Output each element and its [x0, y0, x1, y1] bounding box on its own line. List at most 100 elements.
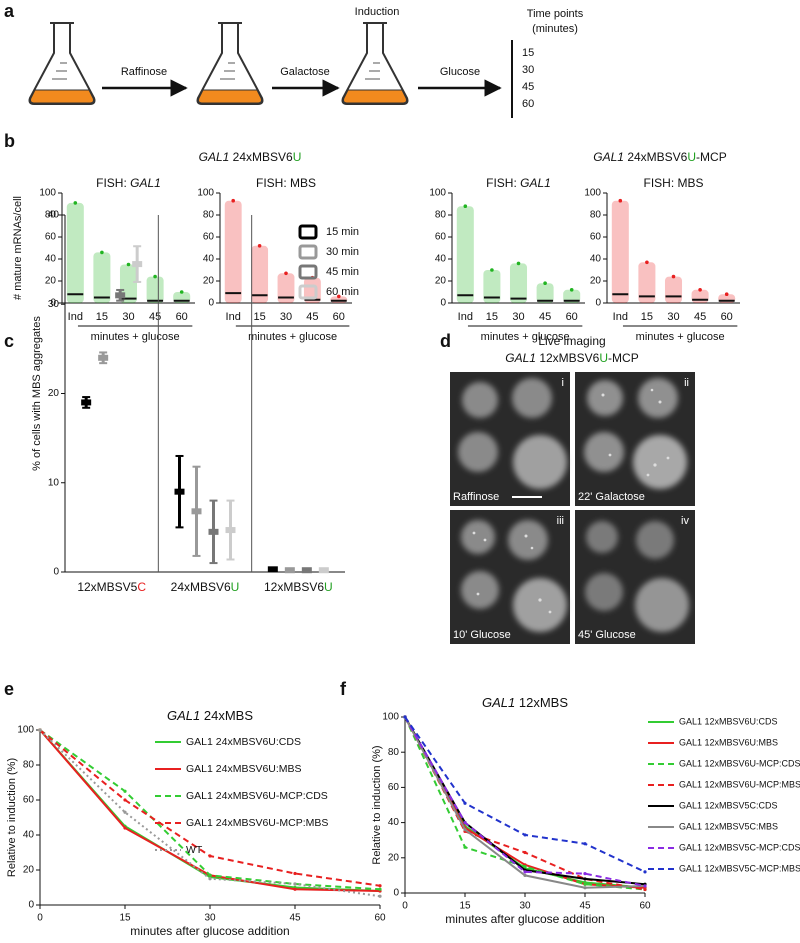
plot-title: FISH: MBS — [643, 176, 703, 190]
plot-title: GAL1 12xMBS — [482, 695, 568, 710]
point — [123, 789, 127, 793]
point — [208, 873, 212, 877]
x-tick-label: 15 — [96, 311, 108, 323]
max-dot — [100, 250, 104, 255]
x-tick-label: 30 — [519, 901, 531, 912]
dot-spread — [224, 200, 242, 303]
x-tick-label: Ind — [458, 311, 473, 323]
point — [643, 887, 647, 892]
y-tick-label: 40 — [590, 254, 602, 265]
induction-label: Induction — [355, 6, 400, 18]
x-tick-label: 45 — [694, 311, 706, 323]
max-dot — [463, 204, 468, 208]
series-line — [404, 716, 646, 886]
max-dot — [569, 288, 574, 292]
dot-spread — [536, 283, 554, 303]
point — [583, 872, 587, 876]
max-dot — [543, 281, 547, 286]
micrograph — [575, 510, 695, 644]
point — [132, 261, 143, 268]
point — [523, 873, 527, 878]
point — [463, 845, 467, 849]
dot-spread — [93, 252, 111, 303]
plot-title: FISH: MBS — [256, 176, 316, 190]
point — [463, 801, 467, 805]
max-dot — [490, 268, 494, 272]
step-label: Raffinose — [121, 66, 167, 78]
text-part: FISH: MBS — [643, 176, 703, 190]
dot-spread — [691, 289, 709, 303]
panel-label: a — [4, 1, 15, 21]
step-label: Galactose — [280, 66, 330, 78]
x-tick-label: 45 — [539, 311, 551, 323]
x-tick-label: 45 — [306, 311, 318, 323]
pane-index: ii — [684, 377, 689, 389]
y-tick-label: 60 — [388, 782, 400, 793]
text-part: GAL1 — [482, 695, 515, 710]
x-tick-label: 12xMBSV5C — [77, 580, 146, 594]
max-dot — [337, 294, 341, 299]
point — [208, 854, 212, 858]
legend-label: GAL1 24xMBSV6U-MCP:CDS — [186, 790, 328, 802]
legend-label: GAL1 12xMBSV5C-MCP:CDS — [679, 842, 800, 852]
point — [378, 887, 382, 891]
group-header: GAL1 24xMBSV6U — [199, 150, 302, 164]
x-tick-label: 0 — [37, 913, 43, 924]
legend-label: 30 min — [326, 246, 359, 258]
micrograph — [450, 510, 570, 644]
point — [293, 882, 297, 886]
pane-index: iii — [557, 515, 564, 527]
dot-spread — [146, 276, 164, 303]
point — [284, 567, 295, 574]
series-line — [404, 716, 646, 889]
group-header: GAL1 24xMBSV6U-MCP — [593, 150, 726, 164]
flask — [196, 22, 264, 105]
x-axis-label: minutes after glucose addition — [445, 912, 604, 926]
y-tick-label: 30 — [48, 299, 60, 310]
legend-label: GAL1 24xMBSV6U:CDS — [186, 736, 301, 748]
x-tick-label: 45 — [579, 901, 591, 912]
x-tick-label: 30 — [122, 311, 134, 323]
y-axis-label: Relative to induction (%) — [371, 745, 383, 864]
y-tick-label: 0 — [50, 298, 56, 309]
x-tick-label: 0 — [402, 901, 408, 912]
point — [643, 870, 647, 874]
pane-caption: Raffinose — [453, 491, 499, 503]
pane-caption: 10' Glucose — [453, 629, 511, 641]
legend-label: GAL1 12xMBSV6U-MCP:CDS — [679, 758, 800, 768]
x-tick-label: 15 — [253, 311, 265, 323]
text-part: FISH: MBS — [256, 176, 316, 190]
dot-spread — [277, 273, 295, 303]
max-dot — [73, 201, 78, 205]
panel-label: b — [4, 131, 15, 151]
point — [403, 715, 407, 719]
x-tick-label: 45 — [289, 913, 301, 924]
plot-title: FISH: GAL1 — [96, 176, 161, 190]
point — [643, 884, 647, 888]
legend-label: GAL1 24xMBSV6U:MBS — [186, 763, 302, 775]
y-tick-label: 60 — [23, 795, 35, 806]
legend-label: 60 min — [326, 286, 359, 298]
max-dot — [284, 271, 288, 276]
text-part: 12xMBSV5 — [77, 580, 137, 594]
text-part: U — [231, 580, 240, 594]
panel-subtitle: GAL1 12xMBSV6U-MCP — [505, 351, 638, 365]
point — [583, 842, 587, 846]
pane-caption: 22' Galactose — [578, 491, 645, 503]
y-tick-label: 0 — [28, 900, 34, 911]
y-tick-label: 80 — [203, 210, 215, 221]
point — [583, 882, 587, 886]
y-tick-label: 0 — [208, 298, 214, 309]
time-point: 45 — [522, 81, 534, 93]
dot-spread — [638, 262, 656, 303]
y-tick-label: 20 — [48, 388, 60, 399]
dot-spread — [251, 245, 269, 303]
y-tick-label: 20 — [45, 276, 57, 287]
point — [523, 833, 527, 837]
time-point: 30 — [522, 64, 534, 76]
x-tick-label: 24xMBSV6U — [171, 580, 240, 594]
x-tick-label: 15 — [641, 311, 653, 323]
max-dot — [153, 274, 157, 279]
time-title: (minutes) — [532, 23, 578, 35]
